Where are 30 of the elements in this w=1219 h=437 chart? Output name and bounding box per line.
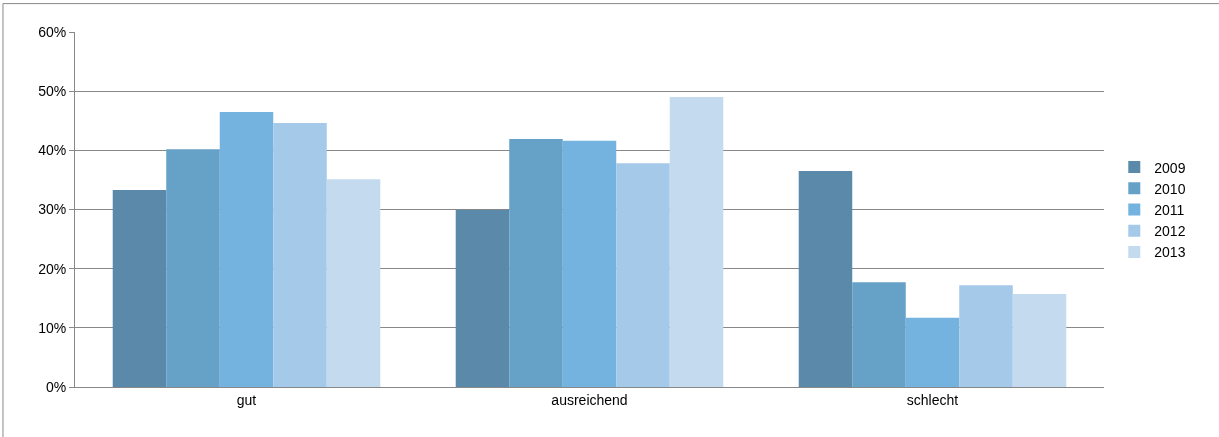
bar — [798, 171, 853, 387]
bar — [273, 123, 327, 387]
bar — [669, 97, 724, 387]
x-tick-label: gut — [236, 391, 257, 408]
bar — [219, 111, 274, 387]
y-tick-label: 10% — [38, 319, 67, 336]
x-tick-label: ausreichend — [551, 391, 628, 408]
y-tick-label: 30% — [38, 201, 67, 218]
bar — [166, 149, 220, 387]
legend-label: 2009 — [1154, 159, 1186, 176]
bar — [852, 282, 906, 387]
bar — [326, 179, 381, 387]
bar — [455, 210, 510, 387]
legend-label: 2011 — [1154, 201, 1185, 218]
bar — [959, 285, 1013, 387]
bar — [616, 163, 670, 387]
y-tick-label: 60% — [38, 23, 67, 40]
y-tick-label: 0% — [45, 378, 67, 395]
legend-label: 2013 — [1154, 244, 1186, 261]
bar — [509, 139, 563, 387]
legend-label: 2012 — [1154, 223, 1186, 240]
y-tick-label: 20% — [38, 260, 67, 277]
y-tick-label: 40% — [38, 142, 67, 159]
y-tick-label: 50% — [38, 83, 67, 100]
x-tick-label: schlecht — [906, 391, 959, 408]
bar — [112, 189, 167, 387]
bar — [1012, 294, 1067, 387]
bar — [905, 317, 960, 387]
legend-label: 2010 — [1154, 180, 1186, 197]
bar — [562, 140, 617, 387]
